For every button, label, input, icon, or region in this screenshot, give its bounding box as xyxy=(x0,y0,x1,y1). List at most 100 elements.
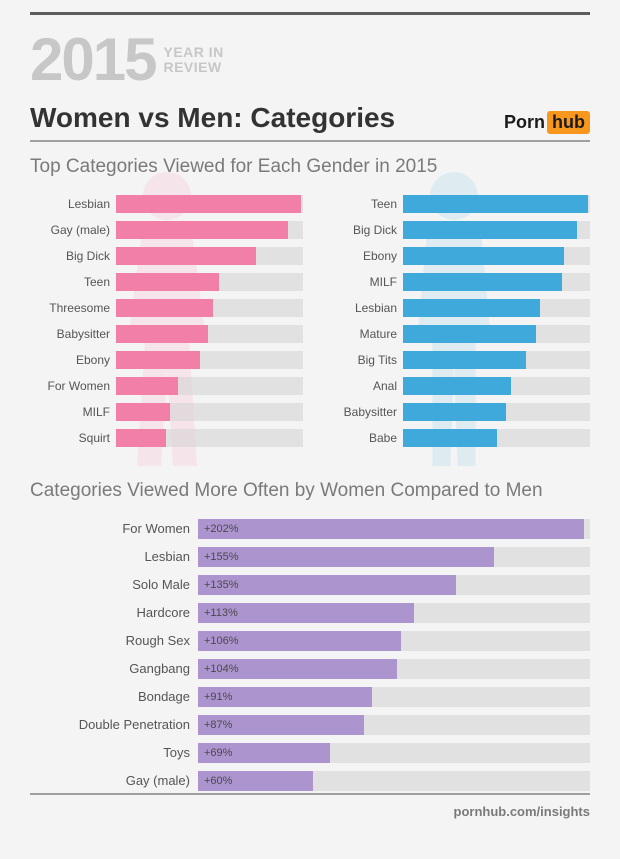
comparison-label: Rough Sex xyxy=(30,633,198,648)
comparison-label: For Women xyxy=(30,521,198,536)
bar-track xyxy=(116,325,303,343)
logo-part2: hub xyxy=(547,111,590,134)
bar-row: Babe xyxy=(317,426,590,449)
bar-label: Big Dick xyxy=(317,223,403,237)
comparison-track: +104% xyxy=(198,659,590,679)
bar-track xyxy=(116,195,303,213)
comparison-fill: +91% xyxy=(198,687,372,707)
comparison-track: +202% xyxy=(198,519,590,539)
bar-track xyxy=(403,351,590,369)
bar-fill xyxy=(403,403,506,421)
bar-track xyxy=(403,299,590,317)
bar-fill xyxy=(116,377,178,395)
bar-fill xyxy=(116,299,213,317)
bar-row: MILF xyxy=(317,270,590,293)
bar-row: Big Tits xyxy=(317,348,590,371)
bar-label: MILF xyxy=(317,275,403,289)
bar-track xyxy=(116,221,303,239)
bar-track xyxy=(116,247,303,265)
comparison-fill: +155% xyxy=(198,547,494,567)
year-number: 2015 xyxy=(30,30,155,90)
bar-track xyxy=(116,429,303,447)
bar-fill xyxy=(403,247,564,265)
bar-label: For Women xyxy=(30,379,116,393)
comparison-track: +113% xyxy=(198,603,590,623)
bar-row: Ebony xyxy=(317,244,590,267)
comparison-value: +135% xyxy=(198,579,239,591)
bar-label: Gay (male) xyxy=(30,223,116,237)
comparison-row: Hardcore+113% xyxy=(30,600,590,625)
comparison-value: +202% xyxy=(198,523,239,535)
comparison-row: Lesbian+155% xyxy=(30,544,590,569)
bar-fill xyxy=(403,299,540,317)
pornhub-logo: Porn hub xyxy=(504,111,590,134)
bar-label: Teen xyxy=(317,197,403,211)
bar-track xyxy=(403,195,590,213)
bar-label: Threesome xyxy=(30,301,116,315)
bar-fill xyxy=(403,221,577,239)
bar-fill xyxy=(403,325,536,343)
comparison-bars: For Women+202% Lesbian+155% Solo Male+135%… xyxy=(30,516,590,793)
men-bars: Teen Big Dick Ebony MILF Lesbian Mature Big Ti… xyxy=(317,192,590,449)
bar-row: Threesome xyxy=(30,296,303,319)
bar-row: Gay (male) xyxy=(30,218,303,241)
comparison-value: +91% xyxy=(198,691,232,703)
page: 2015 YEAR IN REVIEW Women vs Men: Catego… xyxy=(0,0,620,859)
bar-track xyxy=(403,403,590,421)
bar-track xyxy=(116,299,303,317)
comparison-track: +106% xyxy=(198,631,590,651)
bar-fill xyxy=(116,221,288,239)
year-line2: REVIEW xyxy=(163,60,223,75)
bar-row: Mature xyxy=(317,322,590,345)
bar-label: Squirt xyxy=(30,431,116,445)
bar-label: Babe xyxy=(317,431,403,445)
comparison-fill: +135% xyxy=(198,575,456,595)
comparison-value: +60% xyxy=(198,775,232,787)
comparison-track: +155% xyxy=(198,547,590,567)
comparison-value: +87% xyxy=(198,719,232,731)
comparison-section: Categories Viewed More Often by Women Co… xyxy=(30,480,590,793)
comparison-track: +69% xyxy=(198,743,590,763)
bar-label: Lesbian xyxy=(317,301,403,315)
logo-part1: Porn xyxy=(504,112,545,133)
comparison-value: +106% xyxy=(198,635,239,647)
bar-track xyxy=(403,247,590,265)
comparison-value: +155% xyxy=(198,551,239,563)
bar-fill xyxy=(403,377,511,395)
comparison-label: Lesbian xyxy=(30,549,198,564)
comparison-fill: +106% xyxy=(198,631,401,651)
bar-row: Teen xyxy=(317,192,590,215)
comparison-fill: +87% xyxy=(198,715,364,735)
subtitle-comparison: Categories Viewed More Often by Women Co… xyxy=(30,480,590,502)
footer-text: pornhub.com/insights xyxy=(454,804,591,819)
bar-label: Teen xyxy=(30,275,116,289)
comparison-fill: +60% xyxy=(198,771,313,791)
bar-row: Squirt xyxy=(30,426,303,449)
bar-row: Ebony xyxy=(30,348,303,371)
bar-fill xyxy=(116,403,170,421)
bar-label: Anal xyxy=(317,379,403,393)
bar-fill xyxy=(403,351,526,369)
bar-label: Big Tits xyxy=(317,353,403,367)
comparison-value: +113% xyxy=(198,607,238,619)
comparison-row: Double Penetration+87% xyxy=(30,712,590,737)
comparison-fill: +69% xyxy=(198,743,330,763)
bar-track xyxy=(403,273,590,291)
bar-row: Babysitter xyxy=(30,322,303,345)
comparison-row: Rough Sex+106% xyxy=(30,628,590,653)
comparison-row: For Women+202% xyxy=(30,516,590,541)
comparison-row: Solo Male+135% xyxy=(30,572,590,597)
bar-row: For Women xyxy=(30,374,303,397)
subtitle-top: Top Categories Viewed for Each Gender in… xyxy=(30,156,590,178)
comparison-track: +135% xyxy=(198,575,590,595)
comparison-label: Gangbang xyxy=(30,661,198,676)
comparison-fill: +113% xyxy=(198,603,414,623)
bar-fill xyxy=(116,195,301,213)
bar-label: Babysitter xyxy=(317,405,403,419)
main-title: Women vs Men: Categories xyxy=(30,102,395,134)
bar-fill xyxy=(116,325,208,343)
top-divider xyxy=(30,12,590,15)
bar-row: Teen xyxy=(30,270,303,293)
comparison-row: Toys+69% xyxy=(30,740,590,765)
bar-row: Lesbian xyxy=(30,192,303,215)
